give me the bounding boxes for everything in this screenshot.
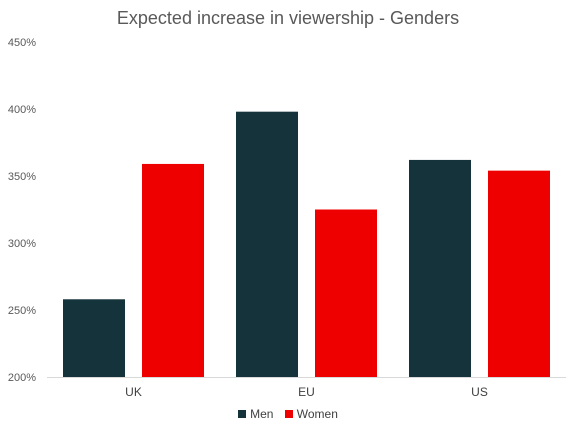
legend-label-men: Men <box>250 407 274 421</box>
bars <box>63 111 550 378</box>
x-axis-labels: UK EU US <box>125 385 488 399</box>
y-tick-label: 300% <box>8 238 36 250</box>
legend-item-men: Men <box>238 407 273 421</box>
chart-title: Expected increase in viewership - Gender… <box>116 8 460 28</box>
bar-men-eu <box>236 111 298 378</box>
legend-item-women: Women <box>284 407 338 421</box>
legend-swatch-women <box>284 410 293 418</box>
legend: Men Women <box>0 407 576 421</box>
legend-label-women: Women <box>296 407 338 421</box>
x-category-label: US <box>471 385 488 399</box>
y-tick-label: 450% <box>8 37 36 49</box>
y-tick-label: 400% <box>8 104 36 116</box>
bar-men-us <box>409 159 471 377</box>
y-axis-ticks: 200% 250% 300% 350% 400% 450% <box>8 37 36 384</box>
legend-swatch-men <box>238 410 247 418</box>
bar-women-us <box>488 170 550 377</box>
x-category-label: UK <box>125 385 142 399</box>
y-tick-label: 350% <box>8 171 36 183</box>
y-tick-label: 200% <box>8 372 36 384</box>
y-tick-label: 250% <box>8 305 36 317</box>
bar-women-uk <box>142 163 204 377</box>
bar-women-eu <box>315 209 377 377</box>
x-category-label: EU <box>298 385 315 399</box>
bar-men-uk <box>63 299 125 377</box>
